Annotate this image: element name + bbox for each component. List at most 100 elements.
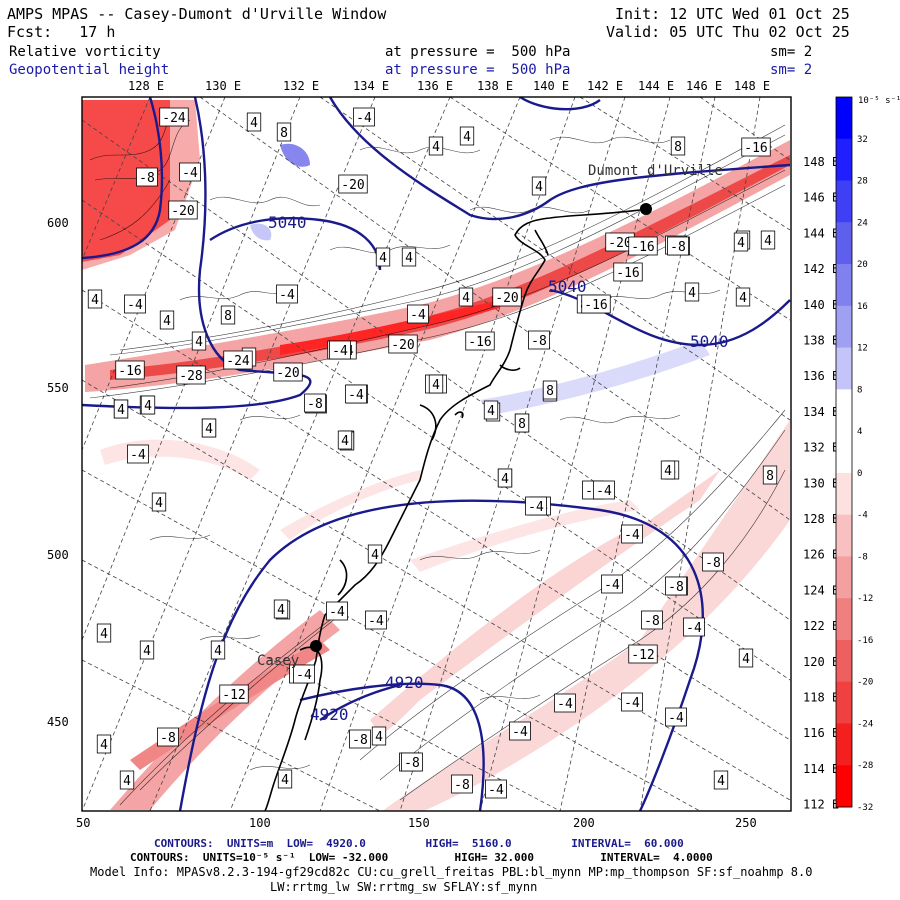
lon-label: 118 E	[803, 691, 839, 705]
colorbar-label: 20	[857, 260, 868, 270]
lon-label: 142 E	[803, 262, 839, 276]
svg-text:-4: -4	[410, 308, 426, 323]
vorticity-label: -4	[276, 284, 298, 304]
lon-label: 136 E	[417, 79, 453, 93]
colorbar-swatch	[836, 138, 852, 182]
vorticity-label: -4	[485, 779, 507, 799]
lon-label: 134 E	[803, 405, 839, 419]
vorticity-label: -4	[554, 693, 576, 713]
colorbar-swatch	[836, 514, 852, 557]
vorticity-label: -4	[353, 107, 375, 127]
svg-text:-8: -8	[160, 731, 176, 746]
svg-text:-20: -20	[341, 178, 364, 193]
vorticity-label: -24	[223, 350, 253, 370]
x-tick-label: 100	[249, 816, 271, 830]
svg-text:-4: -4	[686, 621, 702, 636]
svg-text:-8: -8	[352, 733, 368, 748]
colorbar-label: -28	[857, 761, 873, 771]
svg-text:-4: -4	[182, 166, 198, 181]
vorticity-label: 8	[762, 465, 778, 485]
svg-text:-4: -4	[668, 711, 684, 726]
colorbar-swatch	[836, 180, 852, 223]
svg-text:-12: -12	[222, 688, 245, 703]
vorticity-label: -4	[345, 384, 367, 404]
vorticity-label: -20	[388, 334, 418, 354]
svg-text:4: 4	[195, 335, 203, 350]
vorticity-label: -16	[741, 137, 771, 157]
x-tick-label: 50	[76, 816, 90, 830]
colorbar-swatch	[836, 556, 852, 599]
vorticity-label: 4	[428, 136, 444, 156]
colorbar-swatch	[836, 264, 852, 307]
lon-label: 134 E	[353, 79, 389, 93]
svg-text:8: 8	[224, 309, 232, 324]
lon-label: 122 E	[803, 619, 839, 633]
y-axis: 600 550 500 450	[47, 216, 69, 729]
vorticity-label: -16	[628, 236, 658, 256]
vorticity-label: 4	[210, 640, 226, 660]
vorticity-label: 4	[735, 287, 751, 307]
svg-text:-8: -8	[670, 240, 686, 255]
field1-level: at pressure = 500 hPa	[385, 44, 571, 60]
colorbar-swatch	[836, 431, 852, 474]
y-tick-label: 550	[47, 381, 69, 395]
svg-text:4: 4	[432, 140, 440, 155]
coastline	[264, 209, 641, 811]
lon-label: 116 E	[803, 726, 839, 740]
colorbar-swatch	[836, 681, 852, 724]
svg-text:4: 4	[432, 378, 440, 393]
svg-text:-4: -4	[557, 697, 573, 712]
plot-frame	[81, 96, 792, 812]
vorticity-label: 4	[139, 640, 155, 660]
vorticity-label: -8	[304, 393, 326, 413]
lon-label: 124 E	[803, 583, 839, 597]
lon-label: 144 E	[638, 79, 674, 93]
vorticity-label: -4	[601, 574, 623, 594]
vorticity-labels: -2448-4448-16-8-4-204-844-20-16448-44444…	[87, 107, 778, 799]
svg-text:-16: -16	[631, 240, 654, 255]
lon-label: 112 E	[803, 798, 839, 812]
svg-text:4: 4	[214, 644, 222, 659]
lon-label: 130 E	[205, 79, 241, 93]
svg-text:-4: -4	[596, 484, 612, 499]
vorticity-label: 4	[375, 247, 391, 267]
svg-text:-4: -4	[130, 448, 146, 463]
vorticity-label: 4	[277, 769, 293, 789]
svg-text:-20: -20	[276, 366, 299, 381]
vorticity-label: -8	[136, 167, 158, 187]
svg-text:8: 8	[546, 384, 554, 399]
lon-label: 132 E	[283, 79, 319, 93]
vorticity-label: 4	[87, 289, 103, 309]
colorbar-label: -24	[857, 719, 873, 729]
colorbar-swatch	[836, 305, 852, 349]
svg-text:4: 4	[688, 286, 696, 301]
colorbar-swatch	[836, 389, 852, 432]
lon-label: 138 E	[803, 334, 839, 348]
height-label: 4920	[310, 705, 349, 724]
vorticity-label: -16	[613, 262, 643, 282]
vorticity-label: -20	[338, 174, 368, 194]
vorticity-label: 4	[401, 247, 417, 267]
svg-text:-24: -24	[162, 111, 186, 126]
colorbar-swatch	[836, 639, 852, 683]
height-contour-info: CONTOURS: UNITS=m LOW= 4920.0 HIGH= 5160…	[154, 837, 684, 850]
casey-station-marker	[310, 640, 322, 652]
colorbar-label: -16	[857, 636, 873, 646]
colorbar-label: -20	[857, 678, 873, 688]
vorticity-label: -4	[127, 444, 149, 464]
field2-name: Geopotential height	[9, 62, 170, 78]
svg-text:4: 4	[501, 472, 509, 487]
svg-text:-16: -16	[744, 141, 767, 156]
colorbar-swatch	[836, 598, 852, 641]
svg-text:-28: -28	[179, 369, 202, 384]
vorticity-label: 8	[670, 136, 686, 156]
svg-text:8: 8	[674, 140, 682, 155]
svg-text:4: 4	[371, 548, 379, 563]
vorticity-label: 4	[738, 648, 754, 668]
colorbar-label: 24	[857, 218, 868, 228]
vorticity-label: 4	[273, 599, 289, 619]
vorticity-label: 4	[660, 460, 676, 480]
vorticity-label: -4	[525, 496, 547, 516]
lon-label: 140 E	[533, 79, 569, 93]
colorbar-label: 4	[857, 427, 862, 437]
